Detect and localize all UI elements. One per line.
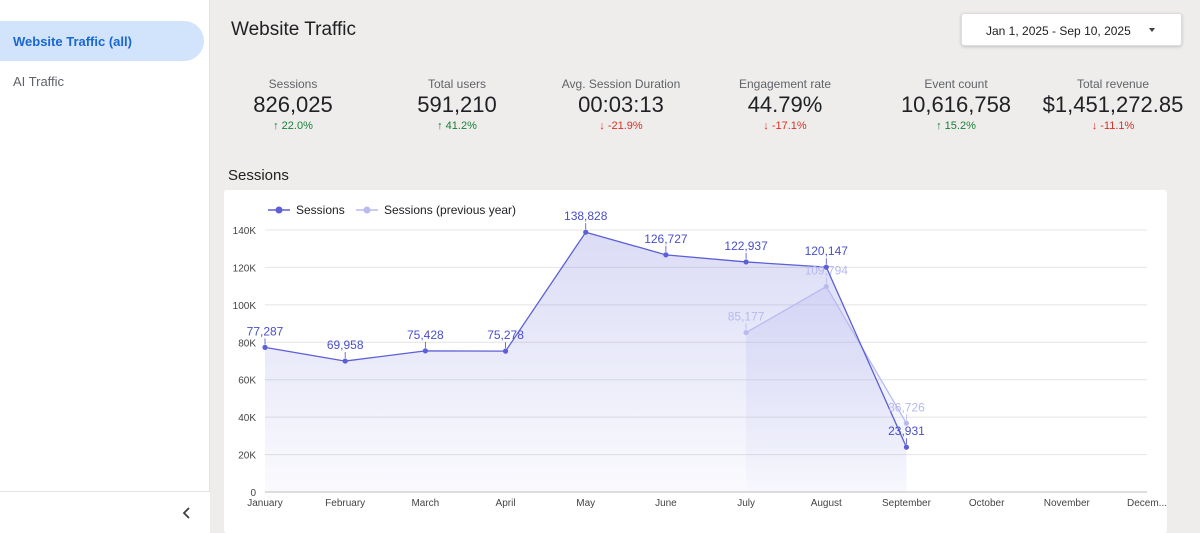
sessions-line-chart: 0 20K 40K 60K 80K 100K 120K 140K January February… xyxy=(233,203,1167,509)
caret-down-icon xyxy=(1149,28,1155,32)
x-tick-label: September xyxy=(882,498,932,509)
x-tick-label: March xyxy=(411,498,439,509)
sessions-point xyxy=(903,444,910,450)
sessions-point xyxy=(422,348,428,354)
sessions-point xyxy=(823,264,829,270)
sidebar-footer xyxy=(0,491,210,533)
sessions-previous-year-data-label: 36,726 xyxy=(888,400,925,414)
x-tick-label: July xyxy=(737,498,755,509)
x-tick-label: April xyxy=(496,498,516,509)
sessions-previous-year-point xyxy=(903,420,910,426)
kpi-delta: ↑ 22.0% xyxy=(273,120,313,132)
sessions-data-label: 75,278 xyxy=(487,328,524,342)
kpi-total-revenue: Total revenue $1,451,272.85 ↓ -11.1% xyxy=(1028,77,1198,132)
kpi-avg-session-duration: Avg. Session Duration 00:03:13 ↓ -21.9% xyxy=(536,77,706,132)
x-tick-label: February xyxy=(325,498,365,509)
arrow-up-icon: ↑ xyxy=(273,120,279,132)
kpi-value: 44.79% xyxy=(747,92,823,117)
kpi-delta: ↓ -11.1% xyxy=(1091,120,1135,132)
kpi-label: Engagement rate xyxy=(738,77,832,91)
sessions-data-label: 77,287 xyxy=(247,324,284,338)
arrow-up-icon: ↑ xyxy=(936,120,942,132)
sessions-previous-year-data-label: 85,177 xyxy=(728,310,765,324)
arrow-down-icon: ↓ xyxy=(763,120,769,132)
sessions-data-label: 126,727 xyxy=(644,232,688,246)
x-tick-label: May xyxy=(576,498,595,509)
chart-section-title: Sessions xyxy=(228,167,289,184)
sessions-previous-year-data-label: 109,794 xyxy=(805,264,849,278)
page-title: Website Traffic xyxy=(231,19,356,40)
y-tick-label: 20K xyxy=(238,451,256,462)
sessions-data-label: 69,958 xyxy=(327,338,364,352)
sessions-chart-card: 0 20K 40K 60K 80K 100K 120K 140K January February… xyxy=(224,190,1167,533)
x-tick-label: June xyxy=(655,498,677,509)
sessions-point xyxy=(502,348,509,354)
sidebar-item-ai-traffic[interactable]: AI Traffic xyxy=(0,61,204,101)
x-tick-label: Decem... xyxy=(1127,498,1167,509)
legend-sessions-label: Sessions xyxy=(296,203,345,217)
kpi-delta: ↑ 15.2% xyxy=(936,120,976,132)
sidebar-item-label: AI Traffic xyxy=(13,73,65,89)
kpi-label: Total revenue xyxy=(1076,77,1150,91)
y-tick-label: 120K xyxy=(233,263,257,274)
x-tick-label: August xyxy=(811,498,842,509)
sessions-point xyxy=(262,344,268,350)
arrow-down-icon: ↓ xyxy=(599,120,605,132)
kpi-value: 10,616,758 xyxy=(900,92,1012,117)
y-tick-label: 80K xyxy=(238,338,256,349)
sessions-previous-year-area xyxy=(746,286,907,492)
x-tick-label: January xyxy=(247,498,283,509)
kpi-value: $1,451,272.85 xyxy=(1042,92,1184,117)
sidebar-item-label: Website Traffic (all) xyxy=(13,33,132,49)
y-tick-label: 100K xyxy=(233,301,257,312)
sessions-previous-year-point xyxy=(743,329,749,336)
sessions-point xyxy=(342,358,348,364)
sessions-point xyxy=(583,229,589,235)
sessions-data-label: 120,147 xyxy=(805,244,849,258)
sessions-data-label: 23,931 xyxy=(888,424,925,438)
kpi-delta: ↓ -17.1% xyxy=(763,120,807,132)
x-tick-label: October xyxy=(969,498,1005,509)
kpi-event-count: Event count 10,616,758 ↑ 15.2% xyxy=(871,77,1041,132)
kpi-total-users: Total users 591,210 ↑ 41.2% xyxy=(372,77,542,132)
sessions-point xyxy=(743,259,749,265)
sessions-data-label: 75,428 xyxy=(407,328,444,342)
kpi-value: 00:03:13 xyxy=(578,92,664,117)
kpi-sessions: Sessions 826,025 ↑ 22.0% xyxy=(208,77,378,132)
sessions-point xyxy=(663,252,669,258)
arrow-down-icon: ↓ xyxy=(1091,120,1098,132)
sidebar: Website Traffic (all) AI Traffic xyxy=(0,0,210,533)
sessions-previous-year-point xyxy=(823,283,829,290)
kpi-label: Event count xyxy=(924,77,988,91)
date-range-label: Jan 1, 2025 - Sep 10, 2025 xyxy=(986,24,1131,38)
x-tick-label: November xyxy=(1044,498,1091,509)
legend-previous-year-label: Sessions (previous year) xyxy=(384,203,516,217)
sessions-data-label: 122,937 xyxy=(724,239,768,253)
legend-sessions-swatch-dot xyxy=(275,206,283,214)
kpi-value: 591,210 xyxy=(417,92,497,117)
kpi-delta: ↓ -21.9% xyxy=(599,120,643,132)
y-tick-label: 140K xyxy=(233,226,257,237)
date-range-picker[interactable]: Jan 1, 2025 - Sep 10, 2025 xyxy=(961,13,1182,46)
chevron-left-icon[interactable] xyxy=(176,502,198,524)
kpi-value: 826,025 xyxy=(253,92,333,117)
kpi-engagement-rate: Engagement rate 44.79% ↓ -17.1% xyxy=(700,77,870,132)
y-tick-label: 0 xyxy=(250,488,256,499)
sessions-data-label: 138,828 xyxy=(564,209,608,223)
y-tick-label: 60K xyxy=(238,376,256,387)
sidebar-item-website-traffic[interactable]: Website Traffic (all) xyxy=(0,21,204,61)
y-tick-label: 40K xyxy=(238,413,256,424)
kpi-label: Avg. Session Duration xyxy=(561,77,681,91)
arrow-up-icon: ↑ xyxy=(437,120,443,132)
kpi-label: Total users xyxy=(427,77,487,91)
legend-previous-year-swatch-dot xyxy=(363,206,371,214)
kpi-delta: ↑ 41.2% xyxy=(437,120,477,132)
kpi-label: Sessions xyxy=(268,77,318,91)
